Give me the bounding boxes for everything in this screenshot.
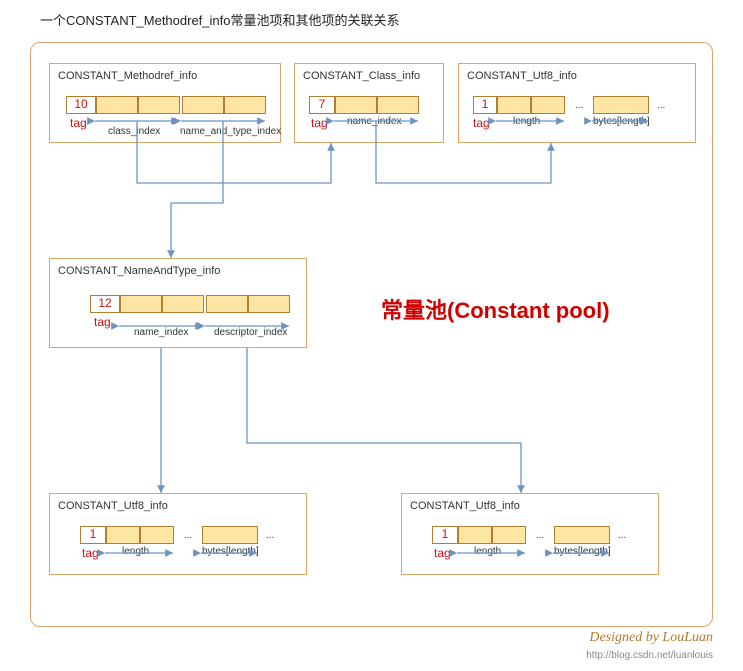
struct-utf8-br: CONSTANT_Utf8_info 1 ... ... tag length … <box>401 493 659 575</box>
utf8t-bytes-lbl: bytes[length] <box>593 116 650 127</box>
cell-methodref-f2b <box>224 96 266 114</box>
utf8br-tag-lbl: tag <box>434 546 451 560</box>
credit-line: Designed by LouLuan <box>589 630 713 646</box>
nat-tag-num: 12 <box>90 296 120 310</box>
cell-nat-f2b <box>248 295 290 313</box>
utf8br-dots1: ... <box>536 530 544 541</box>
utf8t-tag-lbl: tag <box>473 116 490 130</box>
utf8bl-dots2: ... <box>266 530 274 541</box>
page-title: 一个CONSTANT_Methodref_info常量池项和其他项的关联关系 <box>40 10 400 29</box>
methodref-f1-lbl: class_index <box>108 126 160 137</box>
methodref-tag-lbl: tag <box>70 116 87 130</box>
nat-f1-lbl: name_index <box>134 327 188 338</box>
class-tag-num: 7 <box>309 97 335 111</box>
utf8br-tag-num: 1 <box>432 527 458 541</box>
struct-methodref: CONSTANT_Methodref_info 10 tag class_ind… <box>49 63 281 143</box>
cell-utf8t-bytes <box>593 96 649 114</box>
struct-nat-title: CONSTANT_NameAndType_info <box>58 265 220 277</box>
cell-methodref-f2a <box>182 96 224 114</box>
cell-nat-f1a <box>120 295 162 313</box>
credit-url: http://blog.csdn.net/luanlouis <box>586 650 713 661</box>
cell-utf8t-len-a <box>497 96 531 114</box>
cell-utf8bl-bytes <box>202 526 258 544</box>
struct-class-title: CONSTANT_Class_info <box>303 70 420 82</box>
cell-class-f1a <box>335 96 377 114</box>
methodref-f2-lbl: name_and_type_index <box>180 126 281 137</box>
class-tag-lbl: tag <box>311 116 328 130</box>
cell-utf8bl-len-b <box>140 526 174 544</box>
struct-utf8-top: CONSTANT_Utf8_info 1 ... ... tag length … <box>458 63 696 143</box>
struct-utf8-bl-title: CONSTANT_Utf8_info <box>58 500 168 512</box>
cell-methodref-f1b <box>138 96 180 114</box>
cell-utf8t-len-b <box>531 96 565 114</box>
utf8br-bytes-lbl: bytes[length] <box>554 546 611 557</box>
utf8t-len-lbl: length <box>513 116 540 127</box>
utf8br-dots2: ... <box>618 530 626 541</box>
cell-class-f1b <box>377 96 419 114</box>
struct-utf8-bl: CONSTANT_Utf8_info 1 ... ... tag length … <box>49 493 307 575</box>
cell-methodref-f1a <box>96 96 138 114</box>
nat-tag-lbl: tag <box>94 315 111 329</box>
cell-utf8br-bytes <box>554 526 610 544</box>
nat-f2-lbl: descriptor_index <box>214 327 287 338</box>
outer-frame: CONSTANT_Methodref_info 10 tag class_ind… <box>30 42 713 627</box>
utf8bl-len-lbl: length <box>122 546 149 557</box>
struct-utf8-br-title: CONSTANT_Utf8_info <box>410 500 520 512</box>
utf8bl-dots1: ... <box>184 530 192 541</box>
cell-nat-f2a <box>206 295 248 313</box>
struct-utf8-top-title: CONSTANT_Utf8_info <box>467 70 577 82</box>
cell-nat-f1b <box>162 295 204 313</box>
struct-nat: CONSTANT_NameAndType_info 12 tag name_in… <box>49 258 307 348</box>
utf8t-dots2: ... <box>657 100 665 111</box>
utf8bl-tag-lbl: tag <box>82 546 99 560</box>
utf8bl-tag-num: 1 <box>80 527 106 541</box>
cell-utf8br-len-a <box>458 526 492 544</box>
utf8bl-bytes-lbl: bytes[length] <box>202 546 259 557</box>
class-f1-lbl: name_index <box>347 116 401 127</box>
struct-methodref-title: CONSTANT_Methodref_info <box>58 70 197 82</box>
utf8t-dots1: ... <box>575 100 583 111</box>
struct-class: CONSTANT_Class_info 7 tag name_index <box>294 63 444 143</box>
cell-utf8bl-len-a <box>106 526 140 544</box>
constant-pool-label: 常量池(Constant pool) <box>381 293 610 325</box>
utf8br-len-lbl: length <box>474 546 501 557</box>
methodref-tag-num: 10 <box>66 97 96 111</box>
utf8t-tag-num: 1 <box>473 97 497 111</box>
cell-utf8br-len-b <box>492 526 526 544</box>
